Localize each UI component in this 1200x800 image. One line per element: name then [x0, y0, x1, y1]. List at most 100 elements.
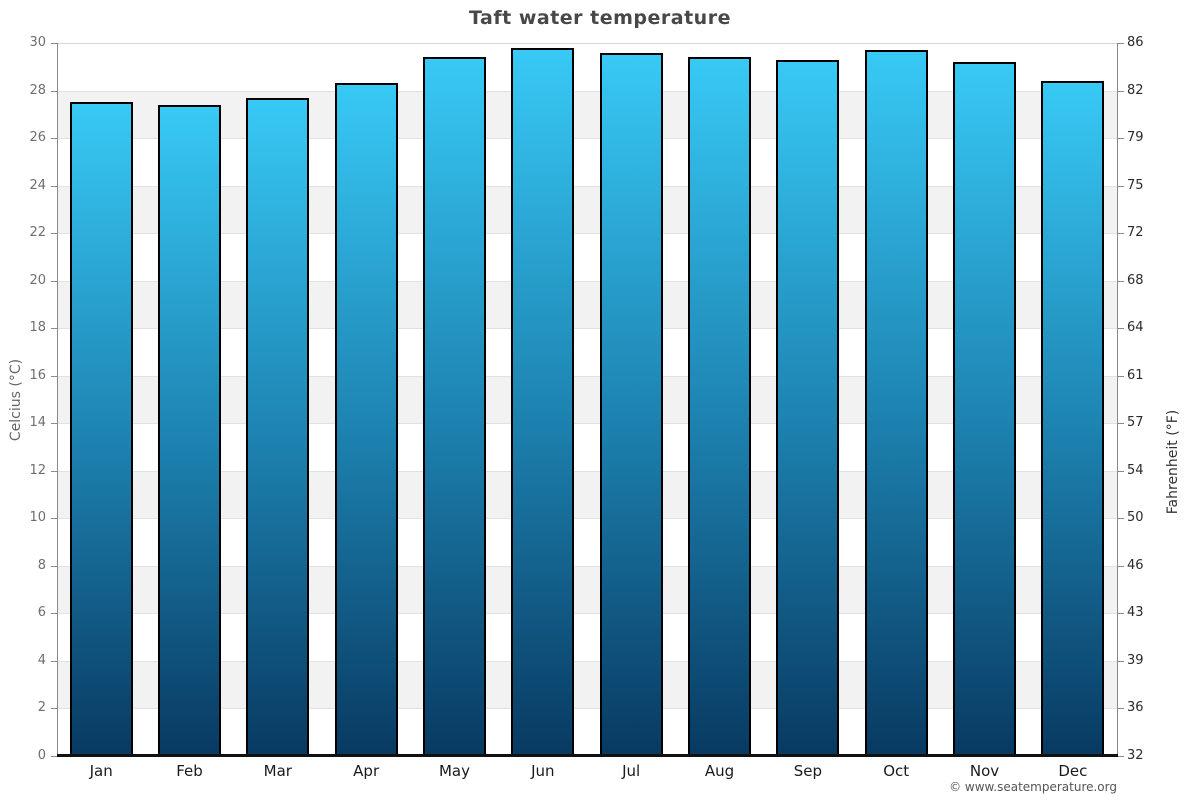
y-tick-label-celsius: 16: [29, 367, 46, 383]
y-tick-label-fahrenheit: 72: [1127, 225, 1144, 241]
grid-band: [57, 280, 1117, 329]
bar: [69, 102, 133, 756]
y-tick-label-fahrenheit: 68: [1127, 272, 1144, 288]
gridline: [57, 376, 1117, 377]
grid-band: [57, 185, 1117, 234]
tick-mark-right: [1118, 518, 1124, 520]
y-tick-label-celsius: 14: [29, 415, 46, 431]
tick-mark-left: [51, 423, 57, 425]
x-tick-label: Nov: [969, 762, 1000, 780]
tick-mark-left: [51, 470, 57, 472]
tick-mark-left: [51, 90, 57, 92]
tick-mark-right: [1118, 375, 1124, 377]
gridline: [57, 708, 1117, 709]
grid-band: [57, 660, 1117, 709]
tick-mark-left: [51, 660, 57, 662]
y-tick-label-celsius: 22: [29, 225, 46, 241]
copyright-text: © www.seatemperature.org: [949, 780, 1117, 794]
bar: [423, 57, 486, 756]
x-tick-label: Jan: [89, 762, 113, 780]
gridline: [57, 91, 1117, 92]
y-tick-label-fahrenheit: 39: [1127, 652, 1144, 668]
gridline: [57, 661, 1117, 662]
y-tick-label-fahrenheit: 36: [1127, 700, 1144, 716]
tick-mark-left: [51, 756, 57, 757]
bar: [688, 57, 751, 756]
x-tick-label: May: [438, 762, 470, 780]
x-tick-label: Feb: [176, 762, 203, 780]
bar: [334, 83, 398, 756]
tick-mark-right: [1118, 613, 1124, 615]
tick-mark-left: [51, 613, 57, 615]
tick-mark-left: [51, 375, 57, 377]
y-tick-label-fahrenheit: 32: [1127, 748, 1144, 763]
right-axis-line: [1117, 43, 1118, 756]
tick-mark-right: [1118, 423, 1124, 425]
y-tick-label-celsius: 12: [29, 462, 46, 478]
bar: [511, 47, 575, 756]
x-tick-label: Dec: [1058, 762, 1088, 780]
tick-mark-right: [1118, 138, 1124, 140]
y-tick-label-fahrenheit: 57: [1127, 415, 1144, 431]
gridline: [57, 423, 1117, 424]
tick-mark-left: [51, 518, 57, 520]
y-tick-label-celsius: 20: [29, 272, 46, 288]
y-tick-label-celsius: 18: [29, 320, 46, 336]
gridline: [57, 518, 1117, 519]
gridline: [57, 186, 1117, 187]
y-tick-label-fahrenheit: 86: [1127, 35, 1144, 50]
y-tick-label-fahrenheit: 43: [1127, 605, 1144, 621]
tick-mark-right: [1118, 565, 1124, 567]
chart-title: Taft water temperature: [469, 7, 731, 29]
y-tick-label-fahrenheit: 61: [1127, 367, 1144, 383]
x-tick-label: Sep: [793, 762, 822, 780]
x-tick-label: Apr: [353, 762, 380, 780]
bar: [953, 62, 1016, 756]
y-tick-label-celsius: 8: [37, 557, 46, 573]
gridline: [57, 138, 1117, 139]
y-tick-label-celsius: 26: [29, 130, 46, 146]
gridline: [57, 471, 1117, 472]
bar: [158, 104, 221, 756]
tick-mark-left: [51, 328, 57, 330]
bar: [599, 52, 663, 756]
tick-mark-left: [51, 185, 57, 187]
grid-band: [57, 565, 1117, 614]
tick-mark-left: [51, 43, 57, 44]
bar: [246, 97, 310, 756]
y-tick-label-fahrenheit: 79: [1127, 130, 1144, 146]
gridline: [57, 566, 1117, 567]
x-axis-baseline: [57, 754, 1118, 757]
gridline: [57, 613, 1117, 614]
y-tick-label-fahrenheit: 54: [1127, 462, 1144, 478]
tick-mark-right: [1118, 233, 1124, 235]
y-tick-label-fahrenheit: 75: [1127, 177, 1144, 193]
tick-mark-left: [51, 233, 57, 235]
grid-band: [57, 375, 1117, 424]
y-tick-label-celsius: 30: [29, 35, 46, 50]
y-tick-label-celsius: 6: [37, 605, 46, 621]
gridline: [57, 281, 1117, 282]
tick-mark-left: [51, 138, 57, 140]
tick-mark-right: [1118, 185, 1124, 187]
tick-mark-right: [1118, 328, 1124, 330]
y-tick-label-celsius: 28: [29, 82, 46, 98]
tick-mark-left: [51, 565, 57, 567]
y-tick-label-celsius: 2: [37, 700, 46, 716]
bar: [864, 50, 928, 756]
plot-top-border: [57, 43, 1118, 44]
grid-band: [57, 90, 1117, 139]
x-tick-label: Oct: [883, 762, 910, 780]
y-tick-label-fahrenheit: 50: [1127, 510, 1144, 526]
x-tick-label: Aug: [704, 762, 735, 780]
gridline: [57, 233, 1117, 234]
y-tick-label-celsius: 4: [37, 652, 46, 668]
tick-mark-right: [1118, 660, 1124, 662]
grid-band: [57, 470, 1117, 519]
tick-mark-right: [1118, 280, 1124, 282]
y-tick-label-celsius: 10: [29, 510, 46, 526]
y-tick-label-fahrenheit: 64: [1127, 320, 1144, 336]
gridline: [57, 328, 1117, 329]
x-tick-label: Jun: [531, 762, 555, 780]
